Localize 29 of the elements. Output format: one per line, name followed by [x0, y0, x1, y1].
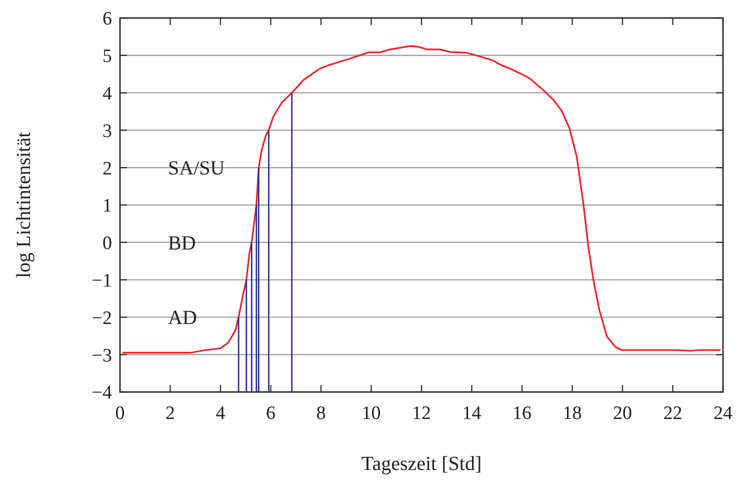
- y-tick-label: 3: [102, 120, 112, 142]
- x-tick-label: 24: [714, 403, 733, 424]
- x-tick-label: 10: [362, 403, 381, 424]
- annotation: AD: [168, 307, 197, 330]
- y-tick-label: 2: [102, 158, 112, 180]
- x-tick-label: 2: [166, 403, 175, 424]
- x-tick-label: 14: [462, 403, 482, 424]
- x-tick-label: 8: [316, 403, 326, 424]
- y-tick-label: −1: [92, 270, 112, 292]
- y-tick-label: 5: [102, 46, 112, 68]
- x-tick-label: 18: [562, 403, 582, 424]
- annotation: SA/SU: [168, 158, 226, 180]
- x-tick-label: 6: [266, 403, 276, 424]
- y-tick-label: 0: [102, 233, 112, 254]
- x-axis-title: Tageszeit [Std]: [361, 453, 482, 475]
- x-tick-label: 20: [613, 403, 632, 424]
- x-tick-label: 12: [412, 403, 431, 424]
- y-tick-label: −3: [92, 345, 112, 366]
- y-tick-label: 6: [102, 8, 112, 30]
- line-series: [122, 45, 722, 354]
- y-tick-label: 1: [102, 196, 112, 217]
- y-axis-title: log Lichtintensität: [13, 132, 35, 278]
- annotation: BD: [168, 232, 196, 254]
- y-tick-label: −4: [92, 382, 112, 404]
- y-tick-label: −2: [92, 308, 112, 329]
- x-tick-label: 22: [663, 403, 682, 424]
- y-tick-label: 4: [102, 83, 112, 104]
- x-tick-label: 16: [512, 403, 532, 424]
- x-tick-label: 4: [216, 403, 226, 424]
